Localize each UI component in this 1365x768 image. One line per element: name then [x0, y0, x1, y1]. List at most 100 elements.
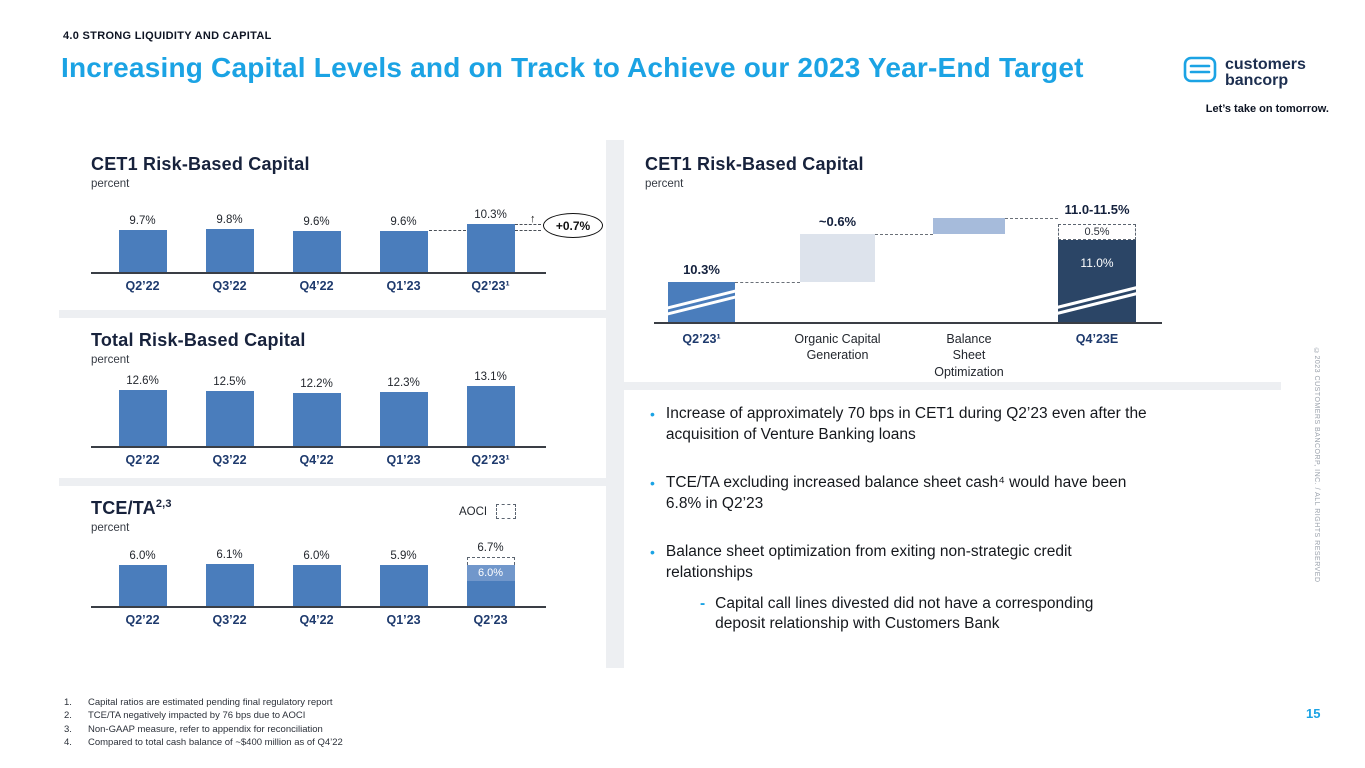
sub-bullet-item: - Capital call lines divested did not hav… — [700, 594, 1255, 635]
bar — [118, 229, 167, 272]
chart-unit-label: percent — [91, 522, 130, 534]
bullet-list: • Increase of approximately 70 bps in CET… — [650, 404, 1255, 635]
page-title: Increasing Capital Levels and on Track t… — [61, 52, 1084, 83]
bar-chart-plot: 6.0% 6.1% 6.0% 5.9% 6.7% 6.0% Q2’22 Q3’22 Q4’22 Q… — [91, 540, 606, 627]
footnote-number: 1. — [64, 697, 72, 708]
brand-logo-row: customers bancorp — [1183, 56, 1329, 90]
bar-value-label: 6.0% — [129, 549, 156, 562]
chart-title: CET1 Risk-Based Capital — [91, 154, 310, 174]
x-axis-label: Q4’22 — [299, 279, 334, 293]
chart-unit-label: percent — [91, 354, 130, 366]
waterfall-category-label: Q4’23E — [1075, 332, 1119, 346]
waterfall-bar — [662, 282, 741, 322]
axis-break-mark — [1052, 285, 1142, 310]
x-axis-line — [91, 272, 546, 274]
x-axis-label: Q2’23¹ — [471, 453, 510, 467]
bar-column: 12.2% — [273, 370, 360, 446]
x-axis-label: Q3’22 — [212, 279, 247, 293]
aoci-legend: AOCI — [459, 504, 517, 519]
footnote-text: Capital ratios are estimated pending fin… — [88, 697, 333, 708]
x-axis-line — [91, 606, 546, 608]
stacked-bar: 6.0% — [466, 556, 515, 606]
card-cet1-trend: CET1 Risk-Based Capital percent 9.7% 9.8%… — [59, 140, 606, 310]
bar — [379, 565, 428, 606]
bar-value-label: 12.5% — [213, 375, 246, 388]
chart-title: Total Risk-Based Capital — [91, 330, 306, 350]
bar-column: 9.7% — [99, 202, 186, 272]
sub-bullet-text: Capital call lines divested did not have… — [715, 594, 1094, 633]
bar — [379, 391, 428, 446]
bar — [292, 392, 341, 446]
card-commentary: • Increase of approximately 70 bps in CET… — [624, 390, 1281, 668]
aoci-legend-swatch — [496, 504, 517, 519]
bar-column: 9.6% — [360, 202, 447, 272]
total-rbc-chart: 12.6% 12.5% 12.2% 12.3% 13.1% Q2’22 Q3’22 Q4’22… — [91, 370, 606, 467]
waterfall-axis-line — [654, 322, 1162, 324]
x-axis-label: Q3’22 — [212, 453, 247, 467]
x-axis-label: Q1’23 — [386, 613, 421, 627]
bar — [205, 228, 254, 272]
bar-value-label: 9.6% — [303, 215, 330, 228]
brand-block: customers bancorp Let’s take on tomorrow… — [1183, 56, 1329, 115]
bar-value-label: 6.7% — [477, 541, 504, 554]
chart-unit-label: percent — [91, 178, 130, 190]
bar-column: 12.3% — [360, 370, 447, 446]
waterfall-connector — [735, 282, 800, 283]
bar-value-label: 12.2% — [300, 377, 333, 390]
brand-tagline: Let’s take on tomorrow. — [1205, 102, 1329, 115]
bar-column: 6.1% — [186, 540, 273, 606]
tce-ta-title: TCE/TA2,3 — [91, 498, 606, 519]
annotation-dash-line — [515, 230, 541, 231]
section-kicker: 4.0 STRONG LIQUIDITY AND CAPITAL — [63, 30, 272, 42]
bars-row: 6.0% 6.1% 6.0% 5.9% 6.7% 6.0% — [99, 540, 606, 606]
x-axis-label: Q3’22 — [212, 613, 247, 627]
x-axis-label: Q2’22 — [125, 279, 160, 293]
footnote-text: TCE/TA negatively impacted by 76 bps due… — [88, 710, 306, 722]
bar-value-label: 6.0% — [303, 549, 330, 562]
footnote-number: 2. — [64, 710, 72, 722]
bar-chart-plot: 12.6% 12.5% 12.2% 12.3% 13.1% Q2’22 Q3’22 Q4’22… — [91, 370, 606, 467]
bullet-text: Balance sheet optimization from exiting … — [665, 543, 1072, 582]
annotation-delta-badge: +0.7% — [543, 213, 603, 238]
footnotes: 1. Capital ratios are estimated pending f… — [64, 696, 343, 750]
brand-name-top: customers — [1225, 56, 1306, 73]
waterfall-value-label: 10.3% — [683, 262, 720, 277]
footnote-number: 3. — [64, 723, 72, 735]
bar — [292, 230, 341, 272]
bar — [118, 564, 167, 606]
page-number: 15 — [1306, 706, 1321, 721]
bar-value-label: 12.6% — [126, 374, 159, 387]
aoci-dashed-segment — [466, 556, 515, 565]
bar-value-label: 5.9% — [390, 550, 417, 563]
x-axis-labels: Q2’22 Q3’22 Q4’22 Q1’23 Q2’23 — [99, 613, 606, 627]
bullet-item: • Increase of approximately 70 bps in CET… — [650, 404, 1255, 445]
cet1-trend-chart: 9.7% 9.8% 9.6% 9.6% 10.3% Q2’22 Q3’22 Q4’22 Q1’2… — [91, 202, 606, 293]
bars-row: 9.7% 9.8% 9.6% 9.6% 10.3% — [99, 202, 606, 272]
waterfall-category-label: Organic Capital Generation — [794, 332, 881, 363]
bullet-text: Increase of approximately 70 bps in CET1… — [665, 405, 1147, 443]
x-axis-label: Q2’22 — [125, 453, 160, 467]
customers-bancorp-logo-icon — [1183, 56, 1217, 88]
x-axis-label: Q1’23 — [386, 279, 421, 293]
chart-unit-label: percent — [645, 178, 684, 190]
bar-column: 13.1% — [447, 370, 534, 446]
bullet-text: TCE/TA excluding increased balance sheet… — [665, 474, 1127, 512]
bar — [205, 563, 254, 606]
footnote-item: 3. Non-GAAP measure, refer to appendix fo… — [64, 723, 343, 736]
bar-value-label: 9.6% — [390, 215, 417, 228]
copyright-vertical: ©2023 CUSTOMERS BANCORP, INC. / ALL RIGH… — [1313, 348, 1320, 583]
waterfall-bar — [1052, 240, 1142, 322]
x-axis-line — [91, 446, 546, 448]
card-cet1-waterfall: CET1 Risk-Based Capital percent 10.3% Q2’… — [624, 140, 1281, 382]
annotation-dash-line — [429, 230, 466, 231]
card-tce-ta: TCE/TA2,3 percent AOCI 6.0% 6.1% 6.0% 5.9% 6… — [59, 486, 606, 668]
bullet-item: • TCE/TA excluding increased balance shee… — [650, 473, 1255, 514]
tce-ta-chart: 6.0% 6.1% 6.0% 5.9% 6.7% 6.0% Q2’22 Q3’22 Q4’22 Q… — [91, 540, 606, 627]
bar-value-label: 10.3% — [474, 209, 507, 222]
bar-inner-label: 6.0% — [466, 564, 515, 581]
bar-chart-plot: 9.7% 9.8% 9.6% 9.6% 10.3% Q2’22 Q3’22 Q4’22 Q1’2… — [91, 202, 606, 293]
bar — [466, 386, 515, 446]
waterfall-connector — [875, 234, 933, 235]
x-axis-label: Q2’23 — [473, 613, 508, 627]
